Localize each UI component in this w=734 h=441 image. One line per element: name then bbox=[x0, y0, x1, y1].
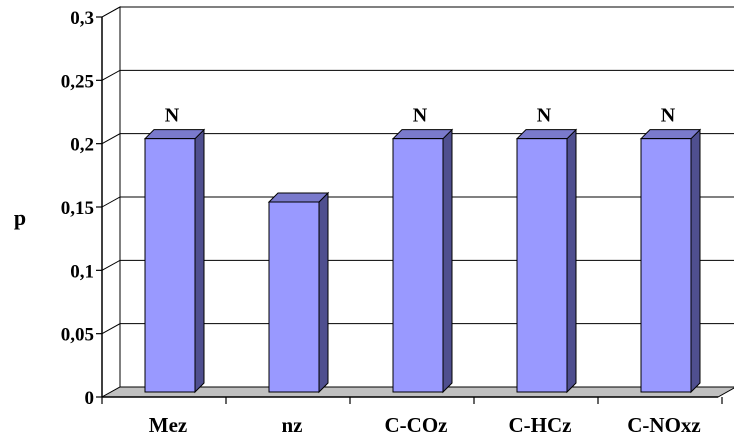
x-tick-label: C-NOxz bbox=[627, 413, 700, 437]
x-tick-label: C-HCz bbox=[509, 413, 572, 437]
bar-side bbox=[442, 128, 453, 394]
bar-top bbox=[391, 129, 454, 140]
gridline bbox=[101, 69, 734, 81]
bar-top bbox=[515, 129, 578, 140]
y-tick-label: 0,3 bbox=[70, 8, 94, 29]
x-tick-label: nz bbox=[282, 413, 303, 437]
data-label: N bbox=[661, 105, 676, 127]
data-label: N bbox=[537, 105, 552, 127]
axes bbox=[96, 16, 723, 404]
bar bbox=[515, 128, 578, 394]
bar-top bbox=[267, 192, 330, 203]
data-label: N bbox=[413, 105, 428, 127]
bar-front bbox=[640, 138, 692, 393]
x-tick-label: C-COz bbox=[385, 413, 448, 437]
bar-side bbox=[318, 191, 329, 394]
y-tick-label: 0,2 bbox=[70, 135, 94, 156]
bar-front bbox=[392, 138, 444, 393]
bars bbox=[143, 128, 702, 394]
bar-side bbox=[194, 128, 205, 394]
bar-front bbox=[144, 138, 196, 393]
y-tick-label: 0 bbox=[85, 388, 95, 409]
y-axis-label: p bbox=[14, 205, 26, 230]
bar bbox=[639, 128, 702, 394]
data-label: N bbox=[165, 105, 180, 127]
bar-front bbox=[516, 138, 568, 393]
bar bbox=[143, 128, 206, 394]
y-tick-label: 0,15 bbox=[61, 198, 94, 219]
y-tick-label: 0,05 bbox=[61, 325, 94, 346]
y-tick-label: 0,25 bbox=[61, 71, 94, 92]
y-tick-label: 0,1 bbox=[70, 261, 94, 282]
bar bbox=[267, 191, 330, 394]
x-tick-label: Mez bbox=[149, 413, 187, 437]
bar-side bbox=[690, 128, 701, 394]
bar-top bbox=[639, 129, 702, 140]
bar-side bbox=[566, 128, 577, 394]
labels: 0 0,05 0,1 0,15 0,2 0,25 0,3 Mez Nnz C-COz N C-HCz N… bbox=[61, 8, 701, 437]
bar-front bbox=[268, 201, 320, 393]
gridline bbox=[101, 6, 734, 18]
bar bbox=[391, 128, 454, 394]
bar-top bbox=[143, 129, 206, 140]
